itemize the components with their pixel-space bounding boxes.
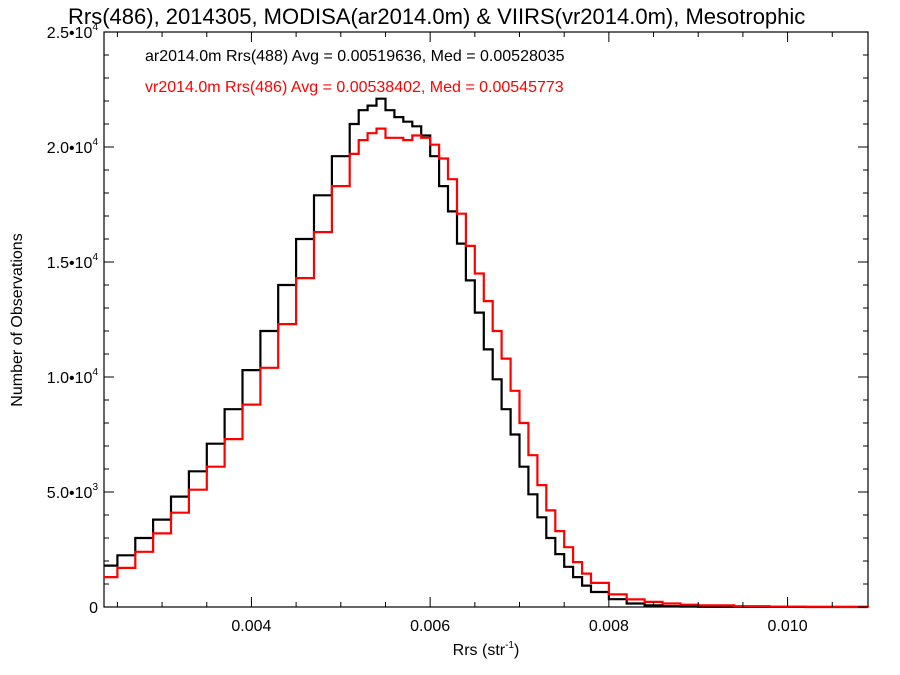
x-axis-label-suffix: ) [514,642,519,659]
series-line-viirs [104,127,870,608]
x-axis-label: Rrs (str-1) [453,640,520,659]
x-tick-label: 0.006 [410,618,450,635]
x-tick-label: 0.008 [589,618,629,635]
y-tick-label: 1.5•104 [47,252,99,272]
legend-entry-modis: ar2014.0m Rrs(488) Avg = 0.00519636, Med… [145,48,565,65]
y-tick-label: 1.0•104 [47,367,99,387]
y-axis-label: Number of Observations [9,233,26,406]
y-tick-label: 0 [89,600,98,617]
x-axis-label-superscript: -1 [505,640,514,651]
x-axis-ticks: 0.004 0.006 0.008 0.010 [116,32,833,635]
x-tick-label: 0.004 [231,618,271,635]
x-tick-label: 0.010 [768,618,808,635]
y-tick-label: 2.0•104 [47,137,99,157]
series-line-modis [104,97,868,609]
y-tick-label: 5.0•103 [47,482,99,502]
y-axis-ticks: 0 5.0•103 1.0•104 1.5•104 2.0•104 2.5•104 [47,22,868,617]
y-tick-label: 2.5•104 [47,22,99,42]
chart-title: Rrs(486), 2014305, MODISA(ar2014.0m) & V… [68,4,805,29]
plot-frame [103,31,869,608]
legend-entry-viirs: vr2014.0m Rrs(486) Avg = 0.00538402, Med… [145,79,564,96]
x-axis-label-text: Rrs (str [453,642,506,659]
series-layer [104,97,870,609]
